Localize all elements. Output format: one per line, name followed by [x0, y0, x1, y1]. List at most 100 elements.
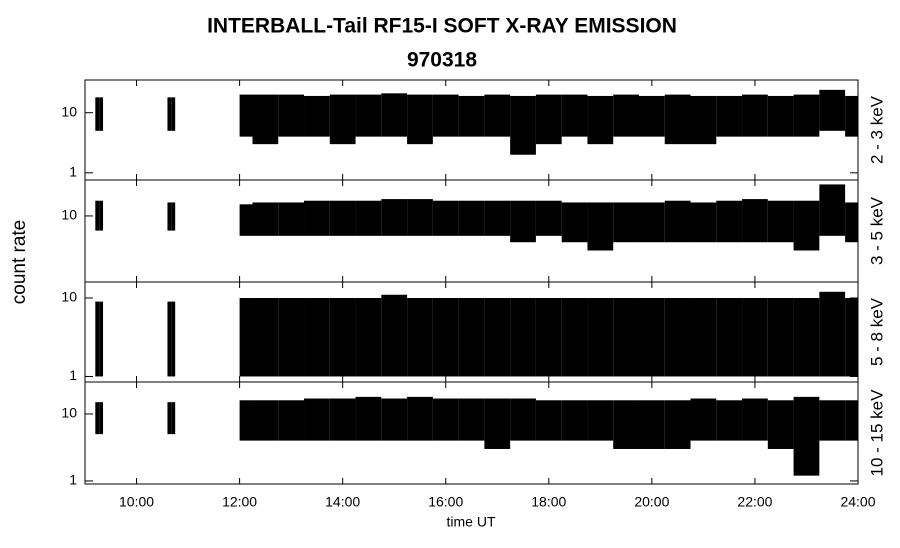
count-range [99, 301, 104, 377]
count-range [484, 398, 511, 449]
count-range [664, 298, 691, 377]
count-range [381, 199, 408, 236]
count-range [458, 298, 485, 377]
count-range [484, 94, 511, 137]
count-range [587, 400, 614, 441]
count-range [252, 94, 279, 145]
count-range [767, 95, 794, 137]
count-range [561, 298, 588, 377]
count-range [99, 97, 104, 131]
count-range [613, 94, 639, 137]
y-axis-label: count rate [9, 220, 30, 305]
count-range [587, 298, 614, 377]
count-range [432, 398, 459, 441]
count-range [239, 400, 253, 441]
count-range [99, 402, 104, 435]
count-range [329, 200, 356, 236]
x-tick-label: 22:00 [737, 494, 772, 510]
count-range [716, 298, 743, 377]
panel-label: 2 - 3 keV [867, 95, 886, 164]
panel-frame [84, 381, 859, 485]
count-range [171, 402, 176, 435]
chart-subtitle: 970318 [407, 49, 477, 72]
count-range [613, 400, 639, 449]
count-range [355, 396, 382, 441]
y-tick-label: 10 [61, 207, 77, 223]
x-tick-label: 14:00 [325, 494, 360, 510]
count-range [510, 298, 536, 377]
count-range [793, 396, 820, 476]
count-range [638, 95, 665, 137]
count-range [252, 298, 279, 377]
count-range [793, 298, 820, 377]
count-range [355, 94, 382, 137]
count-range [252, 202, 279, 236]
count-range [432, 298, 459, 377]
count-range [407, 94, 433, 145]
count-range [819, 184, 846, 236]
count-range [167, 97, 172, 131]
count-range [819, 89, 846, 131]
count-range [690, 298, 717, 377]
x-axis-label: time UT [447, 514, 496, 530]
count-range [171, 202, 176, 231]
count-range [793, 200, 820, 251]
count-range [638, 400, 665, 449]
count-range [99, 200, 104, 231]
count-range [407, 199, 433, 236]
count-range [484, 200, 511, 236]
count-range [278, 94, 305, 137]
count-range [329, 398, 356, 441]
count-range [167, 301, 172, 377]
count-range [819, 400, 846, 441]
count-range [329, 298, 356, 377]
count-range [561, 400, 588, 441]
count-range [167, 402, 172, 435]
count-range [561, 94, 588, 137]
count-range [845, 298, 858, 377]
count-range [171, 97, 176, 131]
count-range [767, 200, 794, 243]
chart-title: INTERBALL-Tail RF15-I SOFT X-RAY EMISSIO… [207, 15, 677, 38]
count-range [252, 400, 279, 441]
count-range [535, 200, 562, 236]
count-range [278, 400, 305, 441]
count-range [95, 402, 100, 435]
count-range [432, 200, 459, 236]
count-range [535, 298, 562, 377]
count-range [239, 94, 253, 137]
count-range [329, 94, 356, 145]
count-range [458, 95, 485, 137]
count-range [613, 202, 639, 243]
count-range [716, 95, 743, 137]
count-range [767, 400, 794, 449]
x-tick-label: 24:00 [840, 494, 875, 510]
count-range [742, 398, 768, 441]
count-range [742, 94, 768, 137]
x-tick-label: 20:00 [634, 494, 669, 510]
count-range [407, 396, 433, 441]
count-range [819, 291, 846, 377]
count-range [239, 204, 253, 236]
count-range [407, 298, 433, 377]
count-range [510, 95, 536, 155]
count-range [845, 400, 858, 441]
x-tick-label: 10:00 [119, 494, 154, 510]
count-range [381, 93, 408, 137]
count-range [171, 301, 176, 377]
count-range [278, 298, 305, 377]
count-range [95, 200, 100, 231]
count-range [638, 298, 665, 377]
y-tick-label: 1 [69, 164, 77, 180]
count-range [587, 202, 614, 251]
count-range [355, 200, 382, 236]
panel-label: 5 - 8 keV [867, 297, 886, 366]
count-range [561, 202, 588, 243]
count-range [510, 398, 536, 441]
count-range [716, 400, 743, 441]
count-range [381, 398, 408, 441]
count-range [535, 94, 562, 145]
count-range [304, 95, 330, 137]
y-tick-label: 1 [69, 367, 77, 383]
count-range [793, 94, 820, 137]
